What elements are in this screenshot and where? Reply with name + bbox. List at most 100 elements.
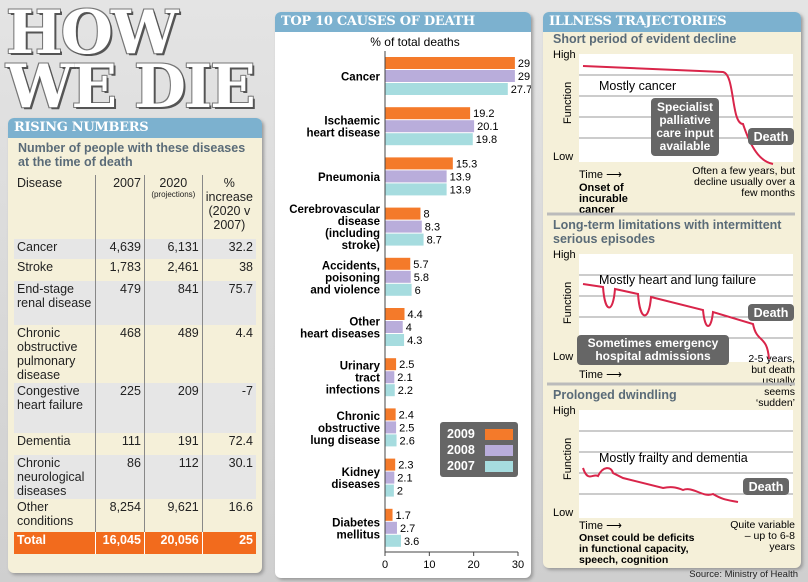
legend-swatch-2009 xyxy=(485,429,513,440)
trajectory-note: ‘sudden’ xyxy=(756,397,795,409)
bar-2008 xyxy=(385,421,397,434)
low-label: Low xyxy=(553,507,573,519)
callout-box xyxy=(651,98,719,156)
data-label: 2.4 xyxy=(399,409,414,421)
data-label: 19.2 xyxy=(473,108,494,120)
rising-numbers-header: RISING NUMBERS xyxy=(8,118,262,138)
bar-2007 xyxy=(385,233,424,246)
table-cell: 841 xyxy=(143,281,203,325)
function-label: Function xyxy=(562,82,574,124)
table-cell: 75.7 xyxy=(201,281,256,325)
category-label: Urinary xyxy=(340,361,381,373)
table-cell: 489 xyxy=(143,325,203,383)
data-label: 4.4 xyxy=(408,309,423,321)
onset-label: in functional capacity, xyxy=(579,543,689,555)
x-tick-label: 20 xyxy=(468,559,480,571)
category-label: mellitus xyxy=(337,529,380,541)
bar-2008 xyxy=(385,120,475,133)
table-cell: 112 xyxy=(143,455,203,499)
bar-2009 xyxy=(385,107,471,120)
time-label: Time ⟶ xyxy=(579,169,622,181)
category-label: disease xyxy=(338,216,380,228)
data-label: 8.7 xyxy=(427,235,442,247)
onset-label: Onset could be deficits xyxy=(579,532,695,544)
trajectory-title: Short period of evident decline xyxy=(553,32,737,46)
trajectories-header: ILLNESS TRAJECTORIES xyxy=(543,12,801,32)
data-label: 1.7 xyxy=(396,510,411,522)
callout-text: palliative xyxy=(659,113,711,127)
table-cell: End-stage renal disease xyxy=(17,282,92,310)
data-label: 6 xyxy=(415,285,421,297)
table-cell: 4.4 xyxy=(201,325,256,383)
trajectory-curve xyxy=(582,467,739,503)
table-row: Congestive heart failure 225 209 -7 xyxy=(14,383,256,433)
rising-subtitle: Number of people with these diseases at … xyxy=(18,141,246,169)
trajectory-title: Prolonged dwindling xyxy=(553,388,677,402)
table-cell: Chronic obstructive pulmonary disease xyxy=(17,326,78,382)
bar-2009 xyxy=(385,308,405,320)
bar-2007 xyxy=(385,334,405,346)
category-label: Pneumonia xyxy=(318,172,381,184)
table-cell: Chronic neurological diseases xyxy=(17,456,85,498)
total-row: Total 16,045 20,056 25 xyxy=(14,532,256,554)
bar-2007 xyxy=(385,484,394,497)
high-label: High xyxy=(553,249,576,261)
table-cell: 479 xyxy=(95,281,145,325)
data-label: 2.7 xyxy=(400,523,415,535)
trajectories-charts: High Low Function Time ⟶ Mostly cancer Death O… xyxy=(547,49,796,566)
onset-label: speech, cognition xyxy=(579,554,668,566)
data-label: 4 xyxy=(406,322,412,334)
legend-label: 2007 xyxy=(447,459,475,473)
trajectory-curve xyxy=(582,283,770,360)
bar-2008 xyxy=(385,371,395,384)
table-cell: 32.2 xyxy=(201,239,256,259)
total-cell: Total xyxy=(17,533,46,547)
data-label: 2 xyxy=(397,486,403,498)
bar-2009 xyxy=(385,458,396,471)
bar-2008 xyxy=(385,270,411,283)
category-label: heart diseases xyxy=(300,329,380,341)
col-2007: 2007 xyxy=(95,175,145,239)
table-row: Other conditions 8,254 9,621 16.6 xyxy=(14,499,256,532)
category-label: and violence xyxy=(310,284,380,296)
col-increase: % increase (2020 v 2007) xyxy=(201,175,256,239)
legend-swatch-2007 xyxy=(485,461,513,472)
table-cell: 8,254 xyxy=(95,499,145,532)
trajectory-plot xyxy=(579,410,793,518)
category-label: infections xyxy=(326,385,380,397)
table-cell: -7 xyxy=(201,383,256,433)
bar-2007 xyxy=(385,183,447,196)
table-cell: 16.6 xyxy=(201,499,256,532)
data-label: 2.3 xyxy=(398,460,413,472)
low-label: Low xyxy=(553,351,573,363)
bar-2007 xyxy=(385,434,397,447)
category-label: obstructive xyxy=(318,423,380,435)
bar-2009 xyxy=(385,358,397,371)
data-label: 19.8 xyxy=(476,134,497,146)
legend-label: 2009 xyxy=(447,427,475,441)
bar-2008 xyxy=(385,170,447,183)
total-cell: 20,056 xyxy=(143,532,203,554)
category-label: Kidney xyxy=(342,467,381,479)
death-label: Death xyxy=(754,130,789,144)
death-badge xyxy=(748,128,794,145)
category-label: heart disease xyxy=(306,128,380,140)
function-label: Function xyxy=(562,438,574,480)
category-label: Cerebrovascular xyxy=(289,204,380,216)
onset-label: incurable xyxy=(579,193,628,205)
bar-2007 xyxy=(385,83,508,95)
death-badge xyxy=(743,478,789,495)
table-row: Chronic neurological diseases 86 112 30.1 xyxy=(14,455,256,499)
table-cell: Cancer xyxy=(17,240,58,254)
callout-text: Specialist xyxy=(657,100,713,114)
data-label: 8 xyxy=(423,209,429,221)
table-cell: 6,131 xyxy=(143,239,203,259)
callout-text: Sometimes emergency xyxy=(588,336,719,350)
table-cell: 1,783 xyxy=(95,259,145,281)
table-cell: 225 xyxy=(95,383,145,433)
data-label: 13.9 xyxy=(450,184,471,196)
data-label: 2.5 xyxy=(399,359,414,371)
table-cell: Congestive heart failure xyxy=(17,384,84,412)
trajectory-label: Mostly frailty and dementia xyxy=(599,451,748,465)
callout-text: care input xyxy=(656,126,713,140)
